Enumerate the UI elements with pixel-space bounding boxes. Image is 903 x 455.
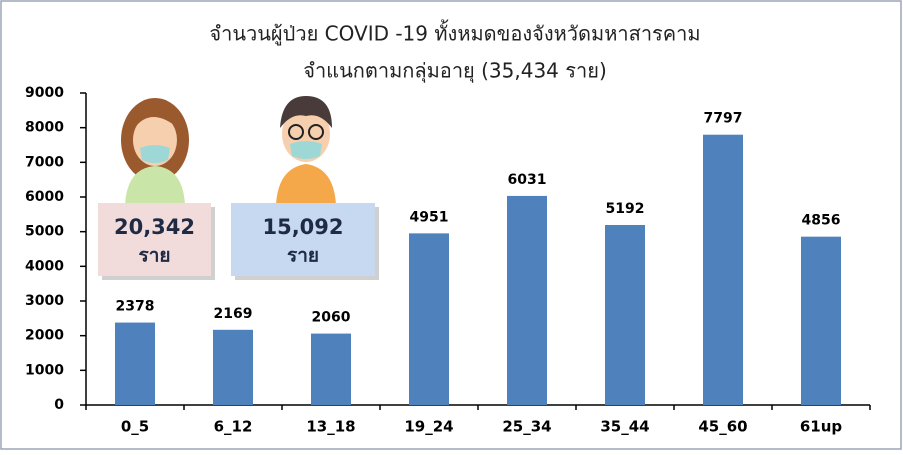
bar — [801, 237, 841, 405]
annotation-count: 20,342 — [114, 215, 195, 239]
data-label: 6031 — [508, 172, 547, 188]
bar — [213, 330, 253, 405]
y-tick-label: 1000 — [25, 362, 64, 378]
data-label: 2378 — [116, 299, 155, 315]
woman-icon — [121, 98, 189, 205]
y-tick-label: 6000 — [25, 189, 64, 205]
data-label: 5192 — [606, 201, 645, 217]
x-tick-label: 13_18 — [306, 418, 355, 436]
y-tick-label: 2000 — [25, 328, 64, 344]
bar — [115, 323, 155, 405]
data-label: 7797 — [704, 111, 743, 127]
data-label: 2169 — [214, 306, 253, 322]
data-label: 4951 — [410, 209, 449, 225]
y-tick-label: 8000 — [25, 120, 64, 136]
annotation-unit: ราย — [287, 245, 319, 267]
x-tick-label: 0_5 — [121, 418, 149, 436]
bar — [311, 334, 351, 405]
x-tick-label: 19_24 — [404, 418, 453, 436]
bar — [409, 233, 449, 405]
chart-title: จำนวนผู้ป่วย COVID -19 ทั้งหมดของจังหวัด… — [209, 20, 700, 47]
bar — [605, 225, 645, 405]
y-tick-label: 4000 — [25, 258, 64, 274]
chart: จำนวนผู้ป่วย COVID -19 ทั้งหมดของจังหวัด… — [0, 0, 903, 451]
y-tick-label: 9000 — [25, 85, 64, 101]
annotation-count: 15,092 — [262, 215, 343, 239]
chart-subtitle: จำแนกตามกลุ่มอายุ (35,434 ราย) — [303, 59, 607, 84]
x-tick-label: 6_12 — [214, 418, 253, 436]
y-tick-label: 5000 — [25, 224, 64, 240]
x-tick-label: 35_44 — [600, 418, 649, 436]
x-tick-label: 25_34 — [502, 418, 551, 436]
bar — [703, 135, 743, 405]
data-label: 4856 — [802, 213, 841, 229]
annotation-unit: ราย — [138, 245, 170, 267]
x-tick-label: 61up — [800, 418, 843, 436]
y-tick-label: 0 — [54, 397, 64, 413]
y-tick-label: 3000 — [25, 293, 64, 309]
x-tick-label: 45_60 — [698, 418, 747, 436]
data-label: 2060 — [312, 310, 351, 326]
y-tick-label: 7000 — [25, 154, 64, 170]
bar — [507, 196, 547, 405]
